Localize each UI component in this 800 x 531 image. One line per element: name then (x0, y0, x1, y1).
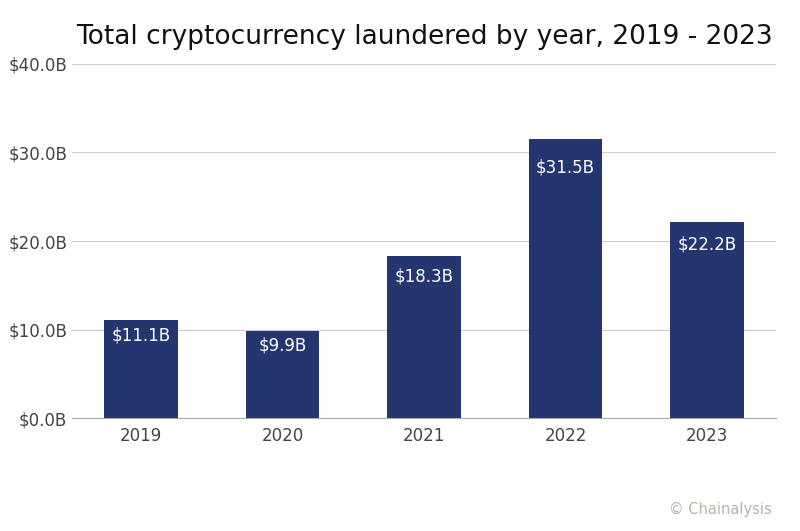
Bar (246, 331, 319, 418)
Bar (104, 320, 178, 418)
Text: $9.9B: $9.9B (258, 337, 306, 355)
Text: $31.5B: $31.5B (536, 159, 595, 177)
Text: $18.3B: $18.3B (394, 268, 454, 286)
Text: $22.2B: $22.2B (678, 235, 737, 253)
Bar (387, 256, 461, 418)
Bar (670, 221, 744, 418)
Text: $11.1B: $11.1B (111, 327, 170, 345)
Title: Total cryptocurrency laundered by year, 2019 - 2023: Total cryptocurrency laundered by year, … (76, 24, 772, 50)
Bar (529, 139, 602, 418)
Text: © Chainalysis: © Chainalysis (670, 502, 772, 517)
